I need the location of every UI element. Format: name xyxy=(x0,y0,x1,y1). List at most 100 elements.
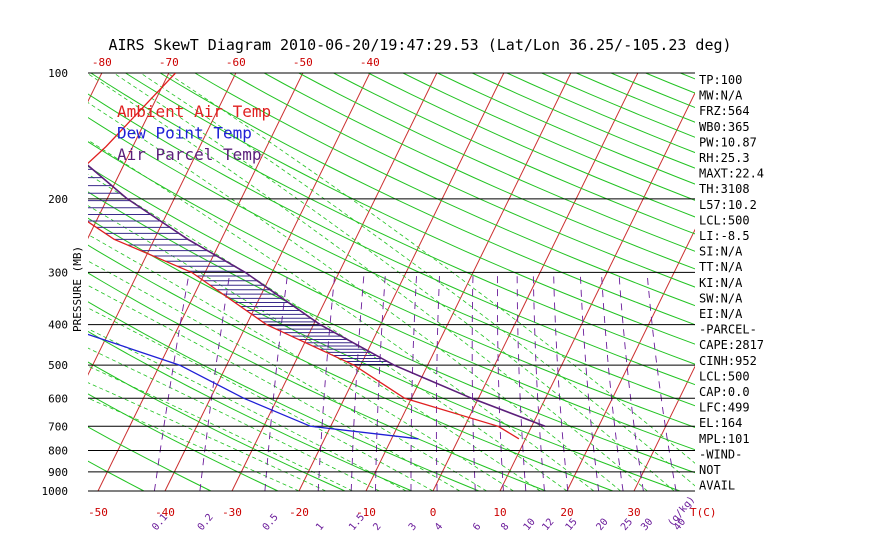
index-entry: L57:10.2 xyxy=(699,198,757,212)
dry-adiabat-line xyxy=(88,272,547,492)
isotherm-line xyxy=(566,228,695,492)
dry-adiabat-line xyxy=(88,165,695,451)
isotherm-line xyxy=(88,73,237,376)
index-entry: LFC:499 xyxy=(699,401,750,415)
mixing-ratio-label: 2 xyxy=(371,521,383,533)
index-entry: EI:N/A xyxy=(699,307,743,321)
bottom-axis-unit: T(C) xyxy=(690,506,717,519)
legend-entry: Air Parcel Temp xyxy=(117,145,262,164)
legend-entry: Ambient Air Temp xyxy=(117,102,271,121)
dry-adiabat-line xyxy=(194,73,695,307)
moist-adiabat-line xyxy=(167,73,695,464)
isotherm-line xyxy=(768,73,870,491)
mixing-ratio-label: 8 xyxy=(499,521,511,533)
isotherm-line xyxy=(633,365,695,492)
top-temp-tick-label: -40 xyxy=(360,56,380,69)
mixing-ratio-label: 30 xyxy=(639,517,655,533)
pressure-tick-label: 400 xyxy=(48,319,68,332)
pressure-tick-label: 100 xyxy=(48,67,68,80)
index-entry: TP:100 xyxy=(699,73,742,87)
mixing-ratio-line xyxy=(410,272,418,491)
moist-adiabat-line xyxy=(88,284,461,492)
mixing-ratio-line xyxy=(350,272,365,492)
bottom-temp-tick-label: -40 xyxy=(155,506,175,519)
mixing-ratio-line xyxy=(435,272,441,492)
dry-adiabat-line xyxy=(88,244,614,492)
index-entry: -WIND- xyxy=(699,447,742,461)
index-entry: -PARCEL- xyxy=(699,323,757,337)
mixing-ratio-label: 3 xyxy=(407,521,419,533)
dry-adiabat-line xyxy=(750,73,870,491)
mixing-ratio-line xyxy=(199,272,231,492)
mixing-ratio-line xyxy=(532,272,545,492)
index-entry: MAXT:22.4 xyxy=(699,167,764,181)
bottom-temp-tick-label: 0 xyxy=(430,506,437,519)
index-entry: MPL:101 xyxy=(699,432,750,446)
pressure-tick-label: 900 xyxy=(48,466,68,479)
index-entry: SI:N/A xyxy=(699,245,743,259)
moist-adiabat-line xyxy=(88,173,568,492)
dry-adiabat-line xyxy=(785,73,870,491)
series-line-ambient-air-temp xyxy=(88,73,520,440)
pressure-tick-label: 300 xyxy=(48,266,68,279)
top-temp-tick-label: -80 xyxy=(92,56,112,69)
mixing-ratio-line xyxy=(153,272,190,492)
mixing-ratio-label: 6 xyxy=(471,521,483,533)
index-entry: SW:N/A xyxy=(699,291,743,305)
isotherm-line xyxy=(88,73,170,240)
pressure-tick-label: 700 xyxy=(48,420,68,433)
pressure-tick-label: 800 xyxy=(48,444,68,457)
mixing-ratio-label: 10 xyxy=(522,517,538,533)
index-entry: LCL:500 xyxy=(699,369,750,383)
index-entry: NOT xyxy=(699,463,721,477)
dry-adiabat-line xyxy=(437,73,695,185)
mixing-ratio-line xyxy=(264,272,289,492)
legend-entry: Dew Point Temp xyxy=(117,124,252,143)
mixing-ratio-line xyxy=(317,272,336,492)
top-temp-tick-label: -60 xyxy=(226,56,246,69)
moist-adiabat-line xyxy=(88,260,487,492)
dry-adiabat-line xyxy=(88,116,695,407)
mixing-ratio-line xyxy=(471,272,476,492)
pressure-tick-label: 1000 xyxy=(42,485,69,498)
mixing-ratio-line xyxy=(553,272,569,492)
index-entry: EL:164 xyxy=(699,416,742,430)
pressure-tick-label: 200 xyxy=(48,193,68,206)
index-entry: LI:-8.5 xyxy=(699,229,750,243)
dry-adiabat-line xyxy=(333,73,695,235)
dry-adiabat-line xyxy=(402,73,695,201)
bottom-temp-tick-label: -20 xyxy=(289,506,309,519)
bottom-temp-tick-label: -10 xyxy=(356,506,376,519)
mixing-ratio-line xyxy=(497,272,504,492)
mixing-ratio-label: 15 xyxy=(564,517,580,533)
chart-title: AIRS SkewT Diagram 2010-06-20/19:47:29.5… xyxy=(108,36,731,54)
dry-adiabat-line xyxy=(645,73,695,94)
moist-adiabat-line xyxy=(88,365,353,492)
dry-adiabat-line xyxy=(88,217,681,492)
bottom-temp-tick-label: 20 xyxy=(560,506,573,519)
dry-adiabat-line xyxy=(298,73,695,252)
dry-adiabat-line xyxy=(88,191,695,474)
series-line-air-parcel-temp xyxy=(88,164,546,428)
dry-adiabat-line xyxy=(88,330,413,492)
isotherm-line xyxy=(365,73,572,492)
dry-adiabat-line xyxy=(506,73,695,154)
mixing-ratio-line xyxy=(618,272,644,492)
index-entry: KI:N/A xyxy=(699,276,743,290)
mixing-ratio-label: 20 xyxy=(594,517,610,533)
bottom-temp-tick-label: -50 xyxy=(88,506,108,519)
mixing-ratio-line xyxy=(646,272,677,492)
index-entry: CAPE:2817 xyxy=(699,338,764,352)
pressure-tick-label: 500 xyxy=(48,359,68,372)
mixing-ratio-label: 0.2 xyxy=(196,512,216,533)
dry-adiabat-line xyxy=(368,73,695,218)
mixing-ratio-label: 0.5 xyxy=(261,512,281,533)
top-temp-tick-label: -70 xyxy=(159,56,179,69)
mixing-ratio-label: 4 xyxy=(433,521,445,533)
index-entry: WB0:365 xyxy=(699,120,750,134)
index-entry: AVAIL xyxy=(699,479,735,493)
bottom-temp-tick-label: 30 xyxy=(627,506,640,519)
moist-adiabat-line xyxy=(88,73,648,492)
moist-adiabat-line xyxy=(88,234,514,492)
